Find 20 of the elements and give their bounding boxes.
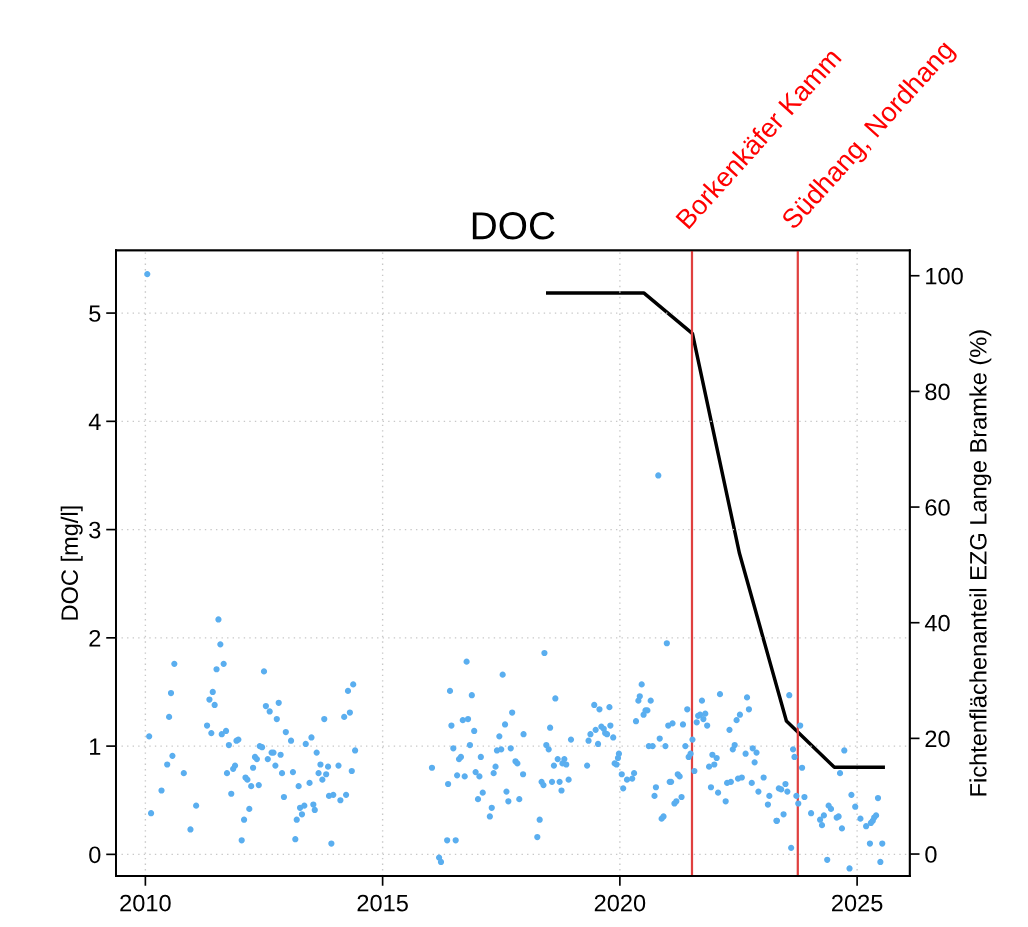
y2-axis-title: Fichtenflächenanteil EZG Lange Bramke (%) (969, 330, 992, 796)
x-tick-label: 2015 (357, 894, 408, 912)
line-series (546, 291, 885, 770)
y2-tick-label: 20 (925, 730, 950, 748)
x-tick-label: 2010 (120, 894, 171, 912)
y-axis-title: DOC [mg/l] (60, 506, 83, 620)
y-tick-label: 1 (90, 738, 101, 755)
y-tick-label: 3 (89, 521, 101, 539)
y2-tick-label: 60 (925, 499, 950, 516)
y2-tick-label: 0 (925, 846, 937, 863)
y-tick-label: 5 (89, 305, 101, 322)
y2-tick-label: 100 (926, 267, 963, 285)
y-tick-label: 2 (89, 629, 101, 647)
y2-tick-label: 80 (925, 383, 950, 401)
x-tick-label: 2020 (594, 894, 646, 912)
chart-title: DOC (472, 212, 555, 240)
y2-tick-label: 40 (924, 614, 950, 632)
y-tick-label: 0 (89, 846, 101, 864)
x-tick-label: 2025 (832, 894, 883, 912)
y-tick-label: 4 (88, 413, 101, 430)
